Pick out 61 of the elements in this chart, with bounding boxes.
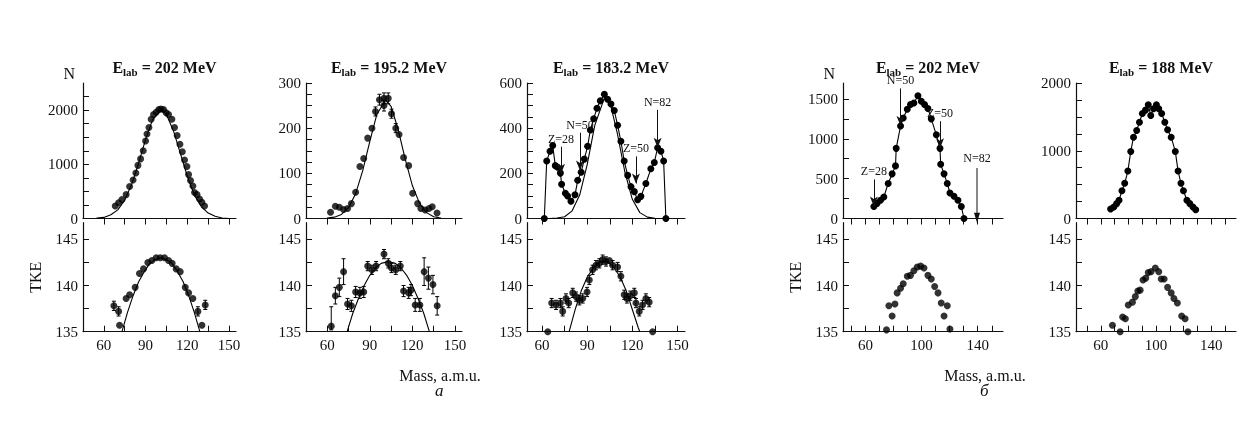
x-tick-label: 90 (362, 337, 378, 354)
x-tick-label: 140 (1199, 337, 1223, 354)
x-tick-label: 150 (443, 337, 467, 354)
x-tick-label: 90 (579, 337, 595, 354)
y-tick-label: 140 (815, 277, 838, 294)
y-tick-label: 200 (499, 165, 522, 182)
annotation: Z=50 (622, 141, 649, 156)
y-tick-label: 135 (1048, 323, 1071, 340)
y-tick-label: 145 (499, 231, 522, 248)
y-tick-label: 135 (499, 323, 522, 340)
y-tick-label: 2000 (1041, 75, 1071, 91)
y-tick-label: 1000 (1041, 142, 1071, 159)
y-tick-label: 1000 (48, 156, 78, 173)
y-tick-label: 2000 (48, 102, 78, 119)
y-axis-title: TKE (26, 261, 44, 293)
y-tick-label: 145 (815, 231, 838, 248)
annotation: Z=28 (547, 131, 575, 146)
x-tick-label: 60 (857, 337, 873, 354)
y-tick-label: 0 (830, 210, 838, 227)
y-axis-title: N (63, 64, 76, 82)
x-tick-label: 60 (96, 337, 112, 354)
annotation: Z=28 (860, 164, 887, 179)
x-tick-label: 90 (138, 337, 154, 354)
y-axis-title: TKE (786, 261, 804, 293)
x-tick-label: 120 (621, 337, 644, 354)
y-tick-label: 600 (499, 75, 522, 91)
y-tick-label: 135 (278, 323, 301, 340)
annotation: N=82 (963, 151, 991, 166)
y-tick-label: 145 (55, 231, 78, 248)
y-axis-title: N (823, 64, 836, 82)
y-tick-label: 1500 (808, 90, 838, 107)
y-tick-label: 135 (55, 323, 78, 340)
y-tick-label: 140 (499, 277, 522, 294)
x-tick-label: 150 (666, 337, 689, 354)
x-tick-label: 150 (217, 337, 241, 354)
x-tick-label: 120 (176, 337, 199, 354)
y-tick-label: 1000 (808, 130, 838, 147)
y-tick-label: 0 (1063, 210, 1071, 227)
x-tick-label: 140 (966, 337, 989, 354)
x-tick-label: 100 (910, 337, 933, 354)
x-tick-label: 60 (1093, 337, 1109, 354)
x-tick-label: 60 (319, 337, 335, 354)
annotation: N=82 (643, 94, 672, 109)
y-tick-label: 145 (278, 231, 301, 248)
y-tick-label: 140 (1048, 277, 1071, 294)
y-tick-label: 300 (278, 75, 301, 91)
y-tick-label: 100 (278, 165, 301, 182)
y-tick-label: 135 (815, 323, 838, 340)
x-tick-label: 100 (1144, 337, 1168, 354)
y-tick-label: 140 (55, 277, 78, 294)
y-tick-label: 0 (70, 210, 78, 227)
y-tick-label: 200 (278, 120, 301, 137)
x-tick-label: 60 (534, 337, 550, 354)
x-tick-label: 120 (401, 337, 424, 354)
y-tick-label: 140 (278, 277, 301, 294)
y-tick-label: 0 (514, 210, 522, 227)
y-tick-label: 145 (1048, 231, 1071, 248)
y-tick-label: 0 (293, 210, 301, 227)
y-tick-label: 500 (815, 170, 838, 187)
text: б (980, 380, 989, 400)
y-tick-label: 400 (499, 120, 522, 137)
